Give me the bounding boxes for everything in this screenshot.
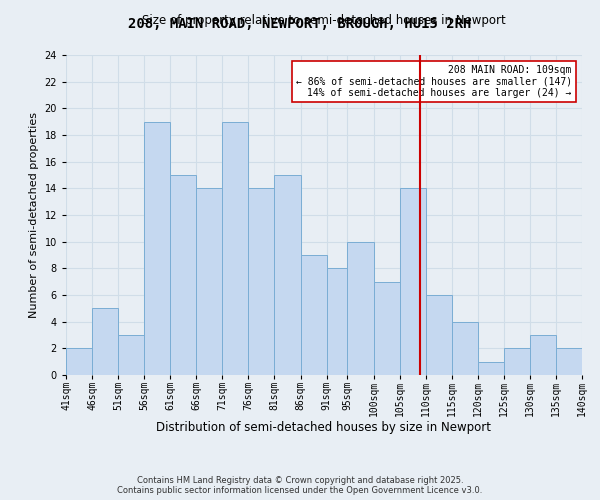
- Bar: [347, 242, 374, 375]
- Text: 208 MAIN ROAD: 109sqm
← 86% of semi-detached houses are smaller (147)
14% of sem: 208 MAIN ROAD: 109sqm ← 86% of semi-deta…: [296, 64, 572, 98]
- Text: 208, MAIN ROAD, NEWPORT, BROUGH, HU15 2RH: 208, MAIN ROAD, NEWPORT, BROUGH, HU15 2R…: [128, 18, 472, 32]
- Bar: [425, 295, 452, 375]
- X-axis label: Distribution of semi-detached houses by size in Newport: Distribution of semi-detached houses by …: [157, 422, 491, 434]
- Bar: [556, 348, 582, 375]
- Bar: [504, 348, 530, 375]
- Bar: [478, 362, 504, 375]
- Y-axis label: Number of semi-detached properties: Number of semi-detached properties: [29, 112, 39, 318]
- Bar: [326, 268, 347, 375]
- Bar: [92, 308, 118, 375]
- Bar: [530, 335, 556, 375]
- Bar: [274, 175, 301, 375]
- Bar: [400, 188, 425, 375]
- Bar: [223, 122, 248, 375]
- Bar: [452, 322, 478, 375]
- Bar: [374, 282, 400, 375]
- Bar: [144, 122, 170, 375]
- Bar: [170, 175, 196, 375]
- Bar: [196, 188, 223, 375]
- Bar: [248, 188, 274, 375]
- Title: Size of property relative to semi-detached houses in Newport: Size of property relative to semi-detach…: [142, 14, 506, 28]
- Bar: [301, 255, 326, 375]
- Bar: [66, 348, 92, 375]
- Bar: [118, 335, 144, 375]
- Text: Contains HM Land Registry data © Crown copyright and database right 2025.
Contai: Contains HM Land Registry data © Crown c…: [118, 476, 482, 495]
